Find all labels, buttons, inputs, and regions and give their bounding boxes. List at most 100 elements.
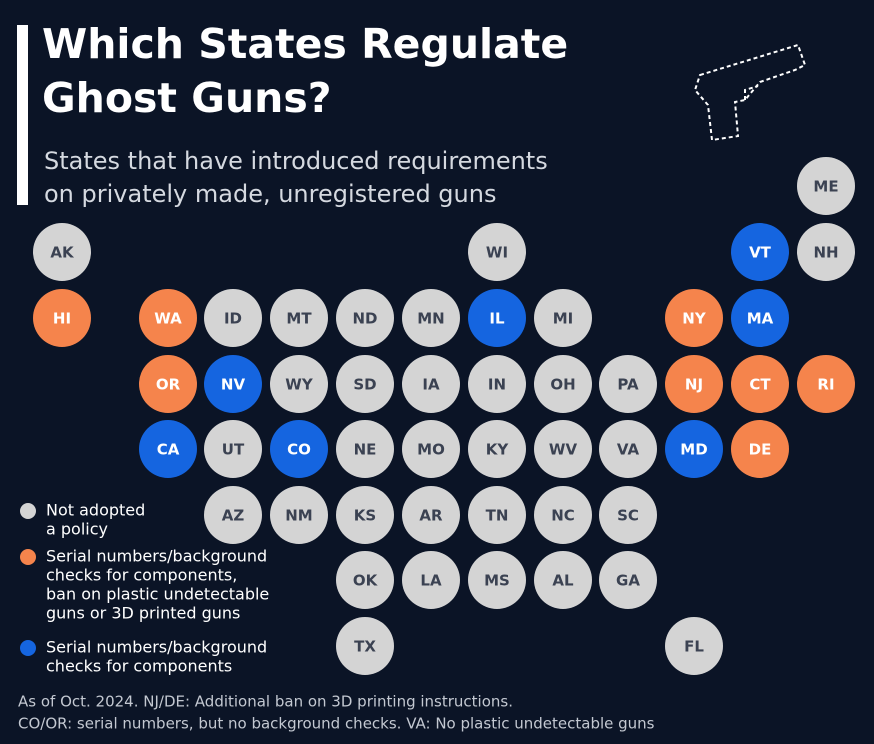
state-label: ME bbox=[813, 178, 838, 196]
state-tile bbox=[270, 486, 328, 544]
state-label: WY bbox=[285, 376, 314, 394]
state-tile bbox=[139, 420, 197, 478]
state-label: SD bbox=[353, 376, 376, 394]
state-tile bbox=[270, 355, 328, 413]
state-label: CO bbox=[287, 441, 311, 459]
state-tile bbox=[534, 289, 592, 347]
legend-swatch bbox=[20, 549, 36, 565]
state-tile bbox=[665, 420, 723, 478]
state-label: MA bbox=[747, 310, 774, 328]
state-label: MD bbox=[680, 441, 707, 459]
state-tile bbox=[731, 223, 789, 281]
state-label: CT bbox=[749, 376, 771, 394]
state-label: OR bbox=[156, 376, 181, 394]
state-tile bbox=[402, 355, 460, 413]
state-tile bbox=[139, 355, 197, 413]
title: Ghost Guns? bbox=[42, 74, 332, 122]
state-label: WI bbox=[486, 244, 508, 262]
state-label: AR bbox=[419, 507, 443, 525]
state-label: PA bbox=[617, 376, 639, 394]
legend-label: checks for components bbox=[46, 657, 232, 676]
state-tile bbox=[402, 289, 460, 347]
state-label: VA bbox=[617, 441, 640, 459]
state-label: GA bbox=[616, 572, 640, 590]
state-tile bbox=[534, 486, 592, 544]
footnote: As of Oct. 2024. NJ/DE: Additional ban o… bbox=[18, 693, 513, 711]
state-label: AZ bbox=[222, 507, 245, 525]
state-label: NY bbox=[682, 310, 707, 328]
state-label: NJ bbox=[685, 376, 703, 394]
state-tile bbox=[599, 420, 657, 478]
subtitle: States that have introduced requirements bbox=[44, 147, 548, 175]
state-label: AK bbox=[50, 244, 75, 262]
legend-label: a policy bbox=[46, 520, 108, 539]
title-bar bbox=[17, 25, 28, 205]
state-tile bbox=[468, 486, 526, 544]
legend-label: Serial numbers/background bbox=[46, 638, 267, 657]
state-label: ID bbox=[224, 310, 242, 328]
state-label: OK bbox=[353, 572, 379, 590]
state-tile bbox=[599, 486, 657, 544]
state-tile bbox=[599, 355, 657, 413]
state-label: NH bbox=[813, 244, 838, 262]
state-label: MN bbox=[417, 310, 444, 328]
legend-label: Serial numbers/background bbox=[46, 547, 267, 566]
state-tile bbox=[665, 355, 723, 413]
state-label: VT bbox=[749, 244, 772, 262]
legend-swatch bbox=[20, 503, 36, 519]
title: Which States Regulate bbox=[42, 20, 568, 68]
state-tile bbox=[402, 420, 460, 478]
state-label: CA bbox=[157, 441, 180, 459]
state-label: MI bbox=[553, 310, 574, 328]
state-label: HI bbox=[53, 310, 71, 328]
state-tile bbox=[402, 551, 460, 609]
state-tile bbox=[336, 551, 394, 609]
state-label: KY bbox=[486, 441, 510, 459]
state-label: KS bbox=[354, 507, 376, 525]
state-label: NM bbox=[285, 507, 312, 525]
legend-label: checks for components, bbox=[46, 566, 237, 585]
state-label: DE bbox=[749, 441, 772, 459]
state-tile bbox=[534, 551, 592, 609]
state-tile bbox=[797, 355, 855, 413]
state-tile bbox=[33, 223, 91, 281]
state-label: UT bbox=[222, 441, 245, 459]
state-label: MO bbox=[417, 441, 445, 459]
state-label: RI bbox=[817, 376, 834, 394]
state-tile bbox=[731, 355, 789, 413]
state-label: AL bbox=[552, 572, 574, 590]
state-tile bbox=[270, 289, 328, 347]
footnote: CO/OR: serial numbers, but no background… bbox=[18, 715, 655, 733]
state-tile bbox=[599, 551, 657, 609]
state-tile bbox=[139, 289, 197, 347]
state-label: MT bbox=[286, 310, 312, 328]
state-tile bbox=[534, 355, 592, 413]
state-tile bbox=[402, 486, 460, 544]
legend-label: ban on plastic undetectable bbox=[46, 585, 269, 604]
state-label: TX bbox=[354, 638, 376, 656]
state-label: NV bbox=[221, 376, 246, 394]
state-tile bbox=[204, 486, 262, 544]
state-label: IL bbox=[489, 310, 505, 328]
state-label: NC bbox=[551, 507, 575, 525]
state-tile bbox=[204, 355, 262, 413]
state-tile bbox=[204, 420, 262, 478]
state-label: WV bbox=[549, 441, 578, 459]
state-label: IA bbox=[422, 376, 440, 394]
state-tile bbox=[665, 617, 723, 675]
state-label: NE bbox=[354, 441, 377, 459]
state-tile bbox=[468, 289, 526, 347]
state-tile bbox=[336, 355, 394, 413]
state-tile bbox=[336, 420, 394, 478]
state-label: MS bbox=[484, 572, 510, 590]
state-tile bbox=[336, 617, 394, 675]
state-label: FL bbox=[684, 638, 704, 656]
state-tile bbox=[33, 289, 91, 347]
state-tile bbox=[665, 289, 723, 347]
state-tile bbox=[534, 420, 592, 478]
state-label: IN bbox=[488, 376, 506, 394]
state-label: TN bbox=[486, 507, 509, 525]
state-label: WA bbox=[154, 310, 182, 328]
state-tile bbox=[270, 420, 328, 478]
state-tile bbox=[797, 223, 855, 281]
